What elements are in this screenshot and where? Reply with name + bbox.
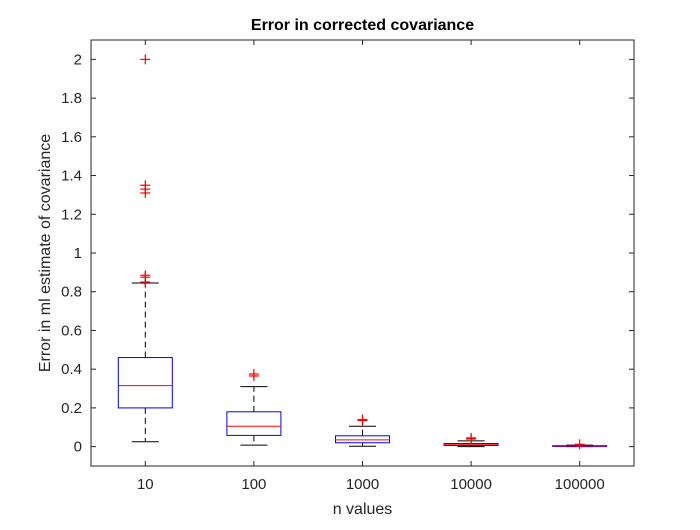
y-tick-label: 0.8 [61,284,82,301]
y-tick-label: 0.2 [61,400,82,417]
box-100 [226,369,282,446]
outlier-marker [357,415,368,426]
y-tick-label: 0.6 [61,322,82,339]
y-axis-title: Error in ml estimate of covariance [37,134,54,372]
y-tick-label: 2 [74,51,82,68]
plot-area [90,39,635,467]
y-axis: 0 0.2 0.4 0.6 0.8 1 1.2 1.4 1.6 1.8 2 [61,51,634,456]
x-axis-title: n values [333,501,393,518]
chart-title: Error in corrected covariance [251,17,474,34]
outlier-marker [466,433,477,444]
y-tick-label: 1.8 [61,90,82,107]
x-axis: 10 100 1000 10000 100000 [137,40,605,493]
interquartile-box [226,411,282,436]
x-tick-label: 100000 [555,476,605,493]
box-100000 [552,439,608,450]
y-tick-label: 0.4 [61,361,82,378]
interquartile-box [335,435,390,444]
box-1000 [335,414,390,447]
y-tick-label: 1.2 [61,206,82,223]
y-tick-label: 1.6 [61,129,82,146]
interquartile-box [117,357,173,409]
y-tick-label: 1 [74,245,82,262]
x-tick-label: 10000 [450,476,492,493]
y-tick-label: 0 [74,439,82,456]
y-tick-label: 1.4 [61,168,82,185]
outlier-marker [140,187,151,198]
x-tick-label: 1000 [346,476,379,493]
box-10000 [443,432,499,448]
outlier-marker [574,439,585,450]
outlier-marker [140,277,151,288]
x-tick-label: 100 [241,476,266,493]
outlier-marker [248,370,259,381]
x-tick-label: 10 [137,476,154,493]
outlier-marker [140,54,151,65]
box-10 [117,54,173,443]
box-series [117,54,608,450]
